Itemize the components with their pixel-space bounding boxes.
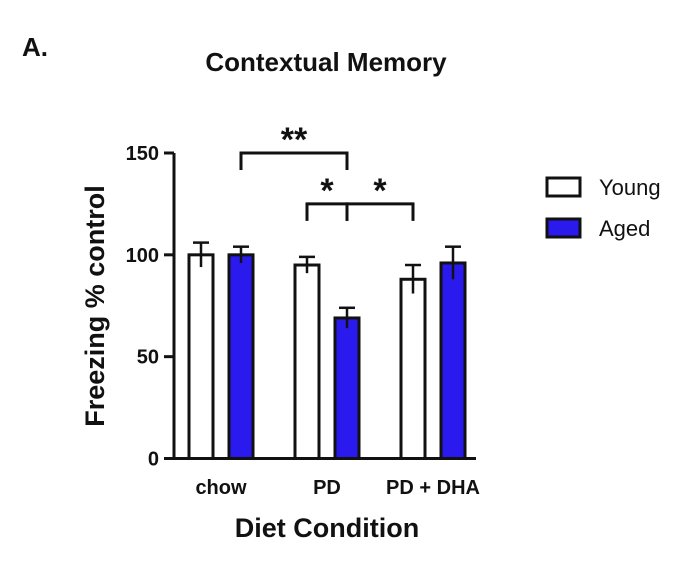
y-tick-label: 100 <box>126 245 159 267</box>
bar-aged <box>227 253 255 460</box>
significance-label: * <box>373 172 387 210</box>
y-tick-label: 150 <box>126 143 159 165</box>
bar-aged <box>439 261 467 461</box>
panel-label: A. <box>22 32 48 62</box>
legend-label-young: Young <box>599 175 661 200</box>
x-axis-title: Diet Condition <box>235 513 419 543</box>
bar-young <box>293 263 321 460</box>
y-axis-title: Freezing % control <box>80 185 110 427</box>
bars-layer <box>187 253 467 461</box>
significance-label: * <box>320 172 334 210</box>
x-tick-label: chow <box>195 477 247 499</box>
legend-swatch-young <box>545 176 582 198</box>
legend-label-aged: Aged <box>599 216 650 241</box>
legend-swatch-aged <box>545 217 582 239</box>
x-tick-label: PD <box>313 477 341 499</box>
y-axis: 0 50 100 150 <box>126 143 176 471</box>
x-axis: chow PD PD + DHA <box>174 457 480 499</box>
error-bars-layer <box>193 241 461 329</box>
significance-label: ** <box>281 121 308 159</box>
x-tick-label: PD + DHA <box>386 477 480 499</box>
bar-aged <box>333 316 361 460</box>
y-tick-label: 0 <box>148 449 159 471</box>
bar-young <box>187 253 215 460</box>
y-tick-label: 50 <box>137 347 159 369</box>
legend: Young Aged <box>545 175 661 241</box>
significance-bracket <box>345 202 415 221</box>
significance-bracket <box>239 151 349 170</box>
bar-young <box>399 277 427 461</box>
chart-title: Contextual Memory <box>205 47 447 77</box>
significance-layer: *** * <box>239 121 415 221</box>
